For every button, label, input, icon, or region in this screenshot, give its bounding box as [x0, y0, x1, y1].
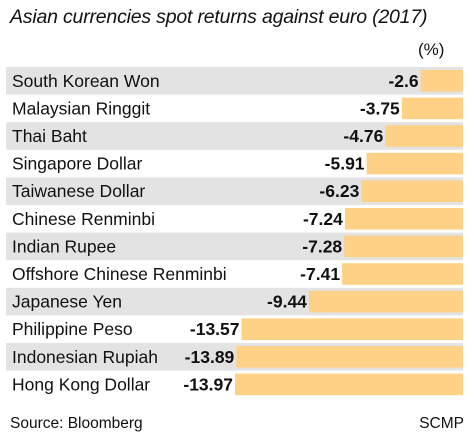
value-label: -13.57 — [190, 319, 240, 339]
bar — [241, 318, 463, 340]
value-label: -13.97 — [183, 374, 233, 394]
bars — [235, 70, 463, 396]
source-note: Source: Bloomberg — [10, 415, 143, 432]
category-label: Chinese Renminbi — [12, 209, 155, 229]
value-label: -6.23 — [319, 181, 359, 201]
bar — [385, 125, 463, 147]
value-labels: -2.6 -3.75 -4.76 -5.91 -6.23 -7.24 -7.28 -7.41 -… — [183, 71, 418, 395]
value-label: -2.6 — [388, 71, 418, 91]
category-label: Singapore Dollar — [12, 154, 143, 174]
bar — [344, 235, 463, 258]
chart-title: Asian currencies spot returns against eu… — [10, 6, 428, 28]
category-labels: South Korean Won Malaysian Ringgit Thai Ba… — [12, 71, 227, 395]
value-label: -7.28 — [302, 236, 342, 256]
category-label: Hong Kong Dollar — [12, 374, 150, 394]
category-label: Japanese Yen — [12, 292, 122, 312]
bar-chart: South Korean Won Malaysian Ringgit Thai Ba… — [6, 67, 463, 396]
bar — [344, 208, 463, 230]
bar — [361, 180, 463, 202]
bar — [342, 263, 463, 285]
category-label: Indian Rupee — [12, 236, 116, 256]
category-label: Taiwanese Dollar — [12, 181, 145, 201]
bar — [401, 97, 463, 120]
credit-label: SCMP — [419, 415, 464, 432]
category-label: South Korean Won — [12, 71, 160, 91]
unit-label: (%) — [418, 40, 445, 59]
value-label: -4.76 — [343, 126, 383, 146]
bar — [236, 346, 463, 368]
category-label: Offshore Chinese Renminbi — [12, 264, 227, 284]
value-label: -3.75 — [360, 98, 400, 118]
bar — [420, 70, 463, 92]
value-label: -7.41 — [300, 264, 340, 284]
value-label: -7.24 — [303, 209, 343, 229]
row-band — [6, 67, 463, 95]
bar — [366, 152, 463, 175]
value-label: -5.91 — [325, 154, 365, 174]
category-label: Thai Baht — [12, 126, 87, 146]
category-label: Malaysian Ringgit — [12, 98, 150, 118]
value-label: -9.44 — [267, 292, 307, 312]
category-label: Indonesian Rupiah — [12, 347, 158, 367]
bar — [235, 373, 463, 396]
bar — [308, 290, 463, 313]
category-label: Philippine Peso — [12, 319, 133, 339]
value-label: -13.89 — [185, 347, 235, 367]
